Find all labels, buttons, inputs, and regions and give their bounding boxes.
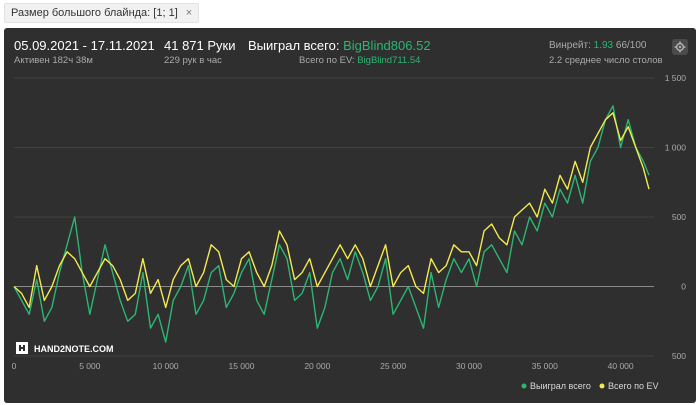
x-tick-label: 0 xyxy=(12,361,17,371)
x-tick-label: 15 000 xyxy=(228,361,254,371)
y-tick-label: 1 500 xyxy=(665,73,687,83)
x-tick-label: 5 000 xyxy=(79,361,101,371)
logo: HAND2NOTE.COM xyxy=(16,342,114,354)
y-tick-label: 500 xyxy=(672,212,686,222)
x-tick-label: 30 000 xyxy=(456,361,482,371)
gear-icon xyxy=(674,41,686,53)
chart: 500 0 500 1 000 1 500 0 5 000 10 000 15 000 20 0… xyxy=(12,73,687,391)
filter-tag[interactable]: Размер большого блайнда: [1; 1] × xyxy=(4,3,200,23)
x-tick-label: 35 000 xyxy=(532,361,558,371)
legend-item-ev[interactable]: Всего по EV xyxy=(599,381,659,391)
legend-marker-ev xyxy=(599,383,605,389)
legend-label-ev: Всего по EV xyxy=(608,381,658,391)
hands-per-hour: 229 рук в час xyxy=(164,55,222,66)
y-tick-label: 500 xyxy=(672,351,686,361)
won-total-label: Выиграл всего: xyxy=(248,38,340,53)
grid xyxy=(14,77,654,357)
y-tick-label: 1 000 xyxy=(665,143,687,153)
legend-marker-won xyxy=(521,383,527,389)
avg-tables: 2.2 среднее число столов xyxy=(549,55,663,66)
winrate-label: Винрейт: xyxy=(549,40,591,51)
date-range: 05.09.2021 - 17.11.2021 xyxy=(14,38,155,53)
winrate: Винрейт: 1.93 66/100 xyxy=(549,40,646,51)
close-icon[interactable]: × xyxy=(185,7,193,19)
legend-label-won: Выиграл всего xyxy=(530,381,591,391)
x-tick-label: 25 000 xyxy=(380,361,406,371)
x-tick-label: 40 000 xyxy=(608,361,634,371)
series-group xyxy=(13,105,650,343)
series-line-won xyxy=(13,105,650,343)
won-total: Выиграл всего: BigBlind806.52 xyxy=(248,38,431,53)
x-tick-label: 10 000 xyxy=(153,361,179,371)
x-axis: 0 5 000 10 000 15 000 20 000 25 000 30 000 35 0… xyxy=(12,361,634,371)
hands-count: 41 871 Руки xyxy=(164,38,236,53)
ev-total-value: BigBlind711.54 xyxy=(357,55,421,66)
y-axis: 500 0 500 1 000 1 500 xyxy=(665,73,687,361)
winrate-suffix: 66/100 xyxy=(615,40,647,51)
logo-text: HAND2NOTE.COM xyxy=(34,344,114,354)
settings-button[interactable] xyxy=(672,39,688,55)
active-time: Активен 182ч 38м xyxy=(14,55,93,66)
ev-total: Всего по EV: BigBlind711.54 xyxy=(299,55,420,66)
winrate-value: 1.93 xyxy=(593,40,614,51)
filter-tag-label: Размер большого блайнда: [1; 1] xyxy=(11,7,178,19)
y-tick-label: 0 xyxy=(681,282,686,292)
x-tick-label: 20 000 xyxy=(304,361,330,371)
graph-panel: 05.09.2021 - 17.11.2021 Активен 182ч 38м… xyxy=(4,28,696,403)
ev-total-label: Всего по EV: xyxy=(299,55,355,66)
legend: Выиграл всего Всего по EV xyxy=(521,381,659,391)
won-total-value: BigBlind806.52 xyxy=(343,38,431,53)
legend-item-won[interactable]: Выиграл всего xyxy=(521,381,591,391)
series-line-ev xyxy=(13,112,650,309)
